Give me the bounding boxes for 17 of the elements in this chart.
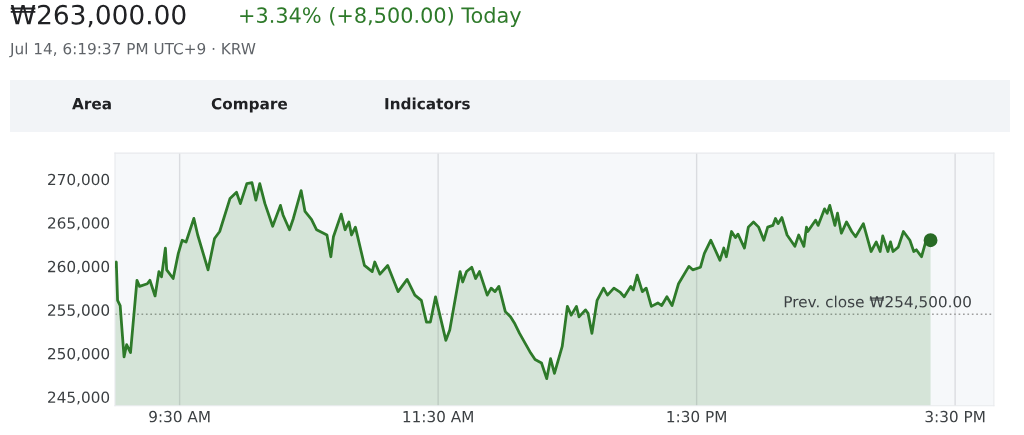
text: Indicators	[385, 97, 470, 110]
y-tick-label: 245,000	[48, 391, 110, 405]
y-tick-label: 270,000	[48, 173, 110, 187]
x-tick-label: 9:30 AM	[149, 410, 210, 423]
y-tick-label: 255,000	[48, 304, 110, 318]
text: Jul 14, 6:19:37 PM UTC+9 · KRW	[9, 42, 256, 58]
x-tick-label: 3:30 PM	[925, 410, 985, 423]
text: Area	[72, 98, 111, 110]
chart-subtitle: +3.34% (+8,500.00) Today	[240, 6, 521, 28]
y-tick-label: 250,000	[48, 347, 110, 362]
y-tick-label: 260,000	[48, 260, 110, 274]
x-tick-label: 11:30 AM	[403, 410, 473, 423]
x-tick-label: 1:30 PM	[667, 410, 726, 423]
ref-line-label: Prev. close ₩254,500.00	[784, 295, 971, 310]
text: Compare	[211, 97, 288, 113]
chart-title: ₩263,000.00	[10, 4, 186, 28]
y-tick-label: 265,000	[48, 217, 110, 231]
